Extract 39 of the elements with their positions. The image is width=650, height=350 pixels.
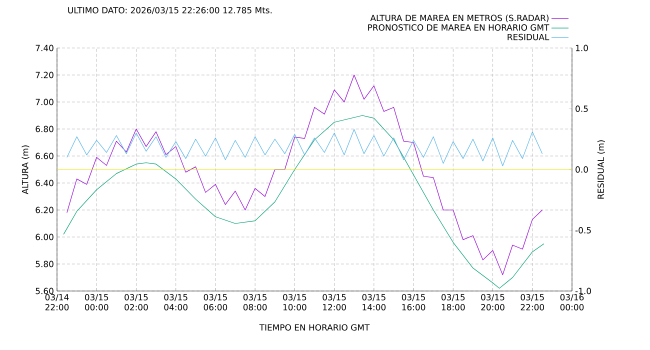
legend-label: RESIDUAL bbox=[508, 34, 550, 40]
x-tick-label: 03/15 10:00 bbox=[283, 294, 306, 310]
legend-label: ALTURA DE MAREA EN METROS (S.RADAR) bbox=[370, 14, 549, 22]
line-series bbox=[66, 129, 543, 166]
legend-label: PRONOSTICO DE MAREA EN HORARIO GMT bbox=[368, 24, 550, 31]
line-series bbox=[63, 115, 544, 289]
x-tick-label: 03/15 12:00 bbox=[322, 294, 346, 310]
y2-tick-label: -0.5 bbox=[575, 227, 591, 234]
x-tick-label: 03/15 00:00 bbox=[84, 294, 108, 310]
y2-tick-label: 1.0 bbox=[576, 44, 588, 52]
x-axis-title: TIEMPO EN HORARIO GMT bbox=[259, 324, 370, 331]
chart-title: ULTIMO DATO: 2026/03/15 22:26:00 12.785 Mts. bbox=[68, 7, 272, 14]
y2-tick-label: 0.5 bbox=[576, 106, 588, 112]
x-tick-label: 03/15 06:00 bbox=[204, 294, 228, 310]
x-tick-label: 03/16 00:00 bbox=[560, 294, 584, 310]
y-tick-label: 6.80 bbox=[36, 126, 54, 132]
x-tick-label: 03/15 02:00 bbox=[124, 294, 148, 310]
y2-tick-label: -1.0 bbox=[575, 288, 591, 294]
y-tick-label: 6.60 bbox=[36, 152, 54, 160]
x-tick-label: 03/14 22:00 bbox=[45, 294, 69, 310]
y-tick-label: 6.20 bbox=[36, 206, 54, 214]
x-tick-label: 03/15 18:00 bbox=[442, 294, 465, 310]
line-series bbox=[66, 74, 543, 276]
y-tick-label: 5.80 bbox=[36, 260, 54, 268]
x-tick-label: 03/15 16:00 bbox=[402, 294, 426, 310]
y-tick-label: 6.40 bbox=[36, 180, 54, 186]
x-tick-label: 03/15 14:00 bbox=[362, 294, 386, 310]
y-tick-label: 7.20 bbox=[36, 72, 54, 78]
y-axis-title: ALTURA (m) bbox=[22, 145, 30, 194]
x-tick-label: 03/15 08:00 bbox=[243, 294, 267, 310]
y-tick-label: 7.00 bbox=[36, 98, 54, 106]
y2-tick-label: 0.0 bbox=[576, 166, 588, 173]
x-tick-label: 03/15 04:00 bbox=[164, 294, 188, 310]
y-tick-label: 6.00 bbox=[36, 234, 54, 240]
x-tick-label: 03/15 20:00 bbox=[481, 294, 504, 310]
y2-axis-title: RESIDUAL (m) bbox=[597, 140, 605, 199]
x-tick-label: 03/15 22:00 bbox=[520, 294, 544, 310]
y-tick-label: 7.40 bbox=[36, 44, 54, 52]
y-tick-label: 5.60 bbox=[36, 288, 54, 294]
